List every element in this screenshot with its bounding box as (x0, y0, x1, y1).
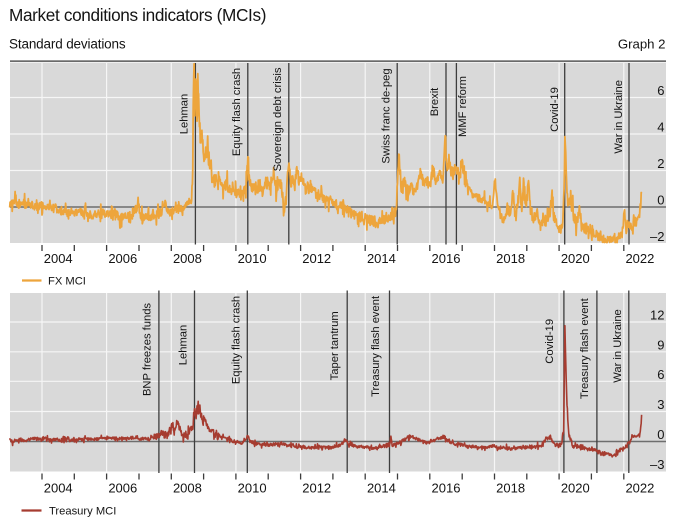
svg-text:4: 4 (657, 120, 664, 135)
svg-text:Market conditions indicators (: Market conditions indicators (MCIs) (9, 5, 266, 25)
svg-text:Treasury flash event: Treasury flash event (370, 295, 382, 397)
svg-text:0: 0 (657, 427, 664, 442)
svg-text:2004: 2004 (44, 251, 73, 266)
svg-text:2010: 2010 (238, 251, 267, 266)
svg-text:2016: 2016 (432, 481, 461, 496)
svg-text:–2: –2 (650, 229, 664, 244)
svg-text:Treasury flash event: Treasury flash event (579, 297, 591, 399)
svg-text:2018: 2018 (496, 251, 525, 266)
svg-text:2006: 2006 (108, 251, 137, 266)
svg-text:2008: 2008 (173, 251, 202, 266)
svg-text:2014: 2014 (367, 481, 396, 496)
svg-text:2: 2 (657, 156, 664, 171)
svg-text:2022: 2022 (625, 251, 654, 266)
svg-text:2020: 2020 (561, 251, 590, 266)
svg-text:War in Ukraine: War in Ukraine (612, 309, 624, 383)
svg-text:Brexit: Brexit (429, 87, 441, 116)
svg-text:12: 12 (650, 308, 664, 323)
svg-text:FX MCI: FX MCI (48, 275, 86, 287)
svg-text:2010: 2010 (238, 481, 267, 496)
svg-text:6: 6 (657, 83, 664, 98)
svg-text:0: 0 (657, 193, 664, 208)
svg-text:Standard deviations: Standard deviations (9, 37, 126, 52)
svg-text:2012: 2012 (302, 251, 331, 266)
svg-text:2004: 2004 (44, 481, 73, 496)
svg-text:Treasury MCI: Treasury MCI (49, 505, 116, 517)
svg-text:2020: 2020 (561, 481, 590, 496)
svg-text:War in Ukraine: War in Ukraine (613, 80, 625, 154)
svg-text:2014: 2014 (367, 251, 396, 266)
svg-text:–3: –3 (650, 457, 664, 472)
svg-text:2012: 2012 (302, 481, 331, 496)
svg-text:3: 3 (657, 397, 664, 412)
svg-text:Covid-19: Covid-19 (544, 319, 556, 364)
svg-text:2008: 2008 (173, 481, 202, 496)
svg-text:2022: 2022 (625, 481, 654, 496)
svg-text:Covid-19: Covid-19 (549, 87, 561, 132)
svg-text:Taper tantrum: Taper tantrum (329, 311, 341, 380)
svg-text:9: 9 (657, 337, 664, 352)
svg-text:2018: 2018 (496, 481, 525, 496)
svg-text:6: 6 (657, 367, 664, 382)
svg-text:BNP freezes funds: BNP freezes funds (141, 303, 153, 396)
svg-text:Sovereign debt crisis: Sovereign debt crisis (272, 67, 284, 171)
svg-text:Swiss franc de-peg: Swiss franc de-peg (380, 68, 392, 163)
svg-text:2016: 2016 (432, 251, 461, 266)
svg-text:Lehman: Lehman (178, 325, 190, 365)
svg-text:MMF reform: MMF reform (457, 76, 469, 137)
svg-text:Lehman: Lehman (179, 94, 191, 134)
svg-text:2006: 2006 (108, 481, 137, 496)
svg-text:Graph 2: Graph 2 (618, 37, 666, 52)
svg-text:Equity flash crash: Equity flash crash (231, 68, 243, 156)
svg-text:Equity flash crash: Equity flash crash (230, 296, 242, 384)
